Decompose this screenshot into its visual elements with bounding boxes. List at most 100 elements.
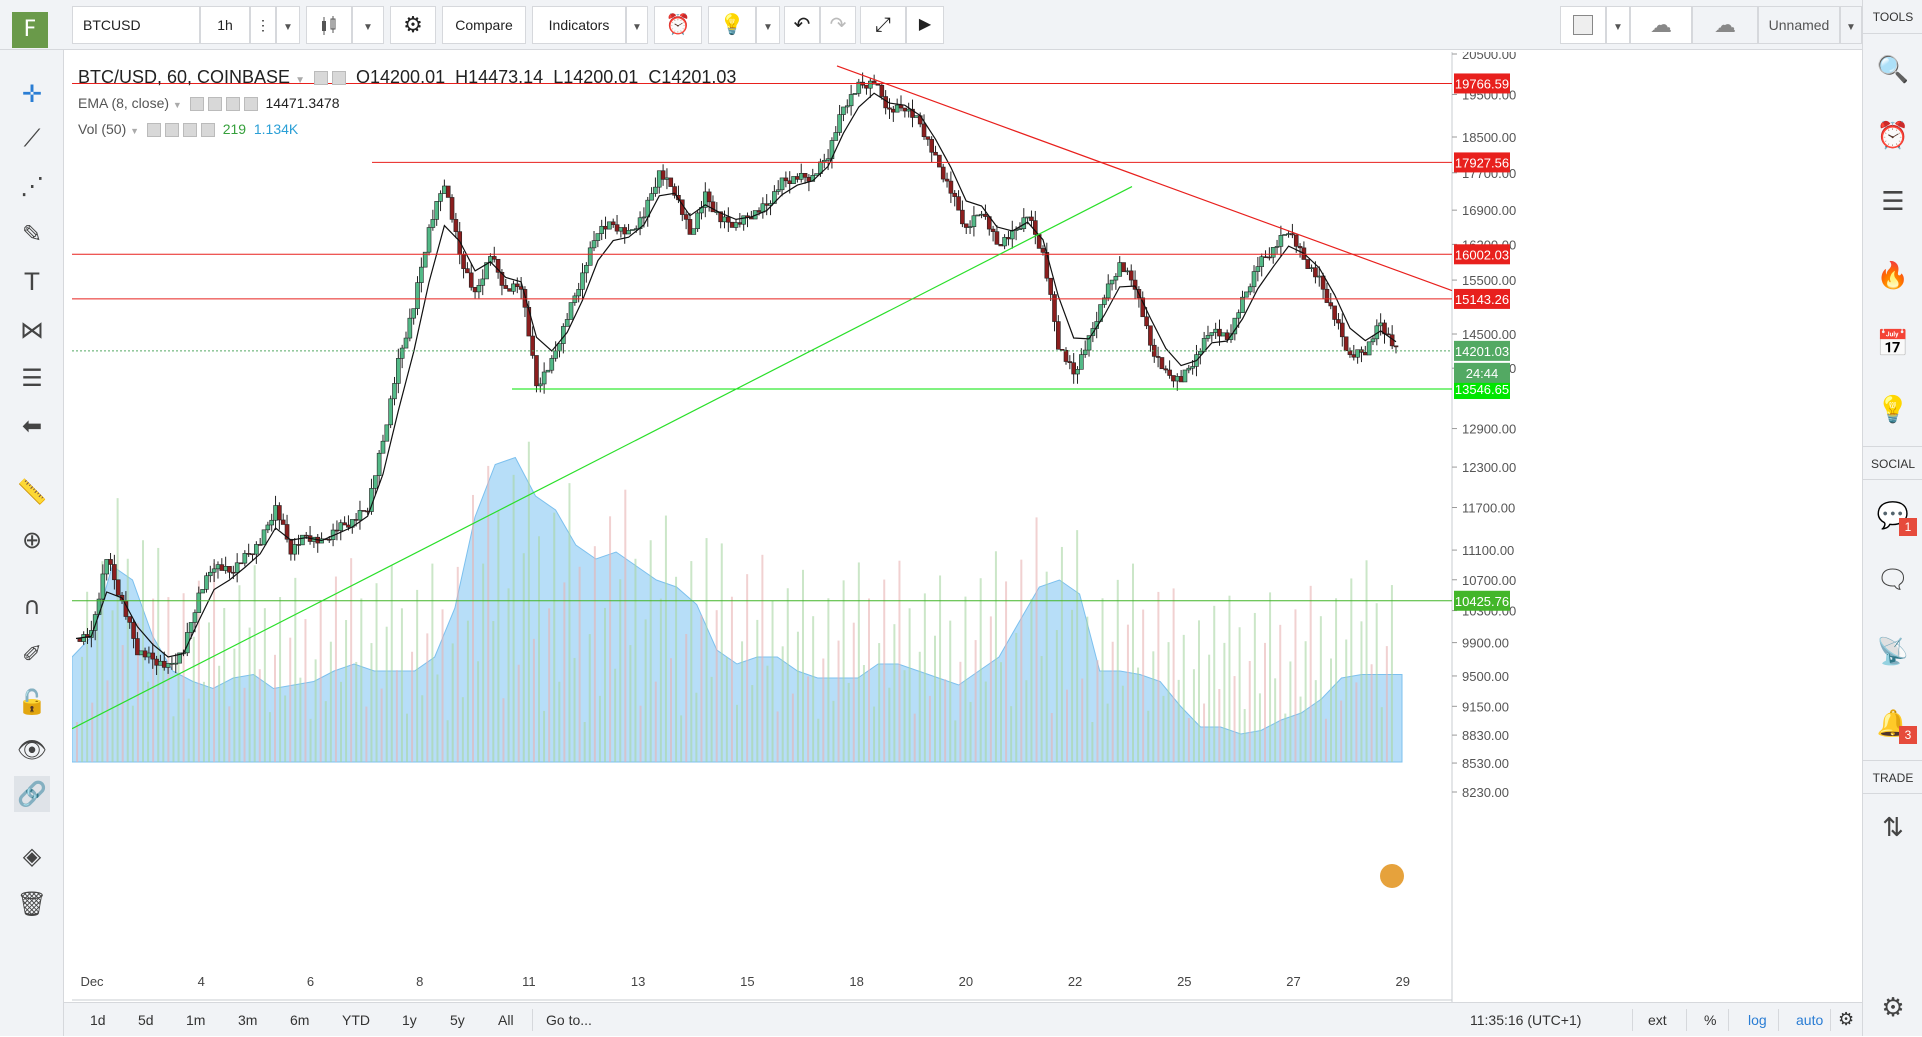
candle — [495, 258, 501, 273]
indicators-button[interactable]: Indicators — [532, 6, 626, 44]
alert-clock-icon[interactable]: ⏰ — [654, 6, 702, 44]
chart-style-dropdown-icon[interactable]: ▼ — [352, 6, 384, 44]
interval-button[interactable]: 1h — [200, 6, 250, 44]
auto-toggle[interactable]: auto — [1796, 1012, 1824, 1028]
replay-play-icon[interactable]: ▶ — [906, 6, 944, 44]
candle — [411, 308, 416, 319]
lock-icon[interactable]: 🔓 — [17, 688, 47, 716]
volume-bar — [761, 554, 764, 762]
layout-name[interactable]: Unnamed — [1758, 6, 1840, 44]
ideas-dropdown-icon[interactable]: ▼ — [756, 6, 780, 44]
ext-toggle[interactable]: ext — [1648, 1012, 1667, 1028]
undo-icon[interactable]: ↶ — [784, 6, 820, 44]
back-arrow-icon[interactable]: ⬅ — [21, 412, 43, 440]
percent-toggle[interactable]: % — [1704, 1012, 1717, 1028]
volume-bar — [710, 676, 713, 762]
volume-bar — [472, 494, 474, 762]
trash-icon[interactable]: 🗑 — [16, 890, 48, 918]
vol-visibility-icon[interactable] — [146, 123, 161, 138]
range-6m[interactable]: 6m — [290, 1012, 310, 1028]
range-all[interactable]: All — [498, 1012, 514, 1028]
range-1d[interactable]: 1d — [90, 1012, 106, 1028]
vol-remove-icon[interactable] — [200, 123, 215, 138]
range-3m[interactable]: 3m — [238, 1012, 258, 1028]
ema-add-icon[interactable] — [225, 97, 240, 112]
volume-bar — [208, 622, 210, 762]
ema-settings-icon[interactable] — [207, 97, 222, 112]
candle — [914, 115, 919, 118]
private-chat-icon[interactable]: 🗨 — [1876, 565, 1910, 595]
trading-panel-icon[interactable]: ⇅ — [1882, 813, 1904, 843]
more-intervals-icon[interactable]: ⋮ — [250, 6, 276, 44]
fib-tool-icon[interactable]: ☰ — [21, 364, 43, 392]
vol-label[interactable]: Vol (50) — [78, 121, 127, 137]
pitchfork-icon[interactable]: ⋰ — [20, 172, 44, 200]
candle — [990, 228, 996, 232]
uptrend-line — [72, 186, 1133, 730]
pattern-icon[interactable]: ⋈ — [20, 316, 44, 344]
alarm-clock-icon[interactable]: ⏰ — [1876, 121, 1910, 151]
volume-bar — [304, 619, 307, 762]
range-5y[interactable]: 5y — [450, 1012, 465, 1028]
interval-dropdown-icon[interactable]: ▼ — [276, 6, 300, 44]
stay-in-drawing-icon[interactable]: ✐ — [21, 640, 43, 668]
symbol-input[interactable]: BTCUSD — [72, 6, 200, 44]
ema-label[interactable]: EMA (8, close) — [78, 95, 170, 111]
volume-bar — [771, 600, 774, 762]
trend-line-icon[interactable]: ⟋ — [23, 124, 41, 152]
redo-icon[interactable]: ↷ — [820, 6, 856, 44]
calendar-icon[interactable]: 📅 — [1876, 329, 1910, 359]
legend-hide-icon[interactable] — [332, 71, 346, 86]
streams-icon[interactable]: 📡 — [1876, 637, 1910, 667]
range-1y[interactable]: 1y — [402, 1012, 417, 1028]
candle — [787, 180, 793, 184]
indicators-dropdown-icon[interactable]: ▼ — [626, 6, 648, 44]
light-bulb-icon[interactable]: 💡 — [708, 6, 756, 44]
candle — [445, 185, 451, 198]
brush-icon[interactable]: ✎ — [21, 220, 43, 248]
link-icon[interactable]: 🔗 — [14, 776, 50, 812]
volume-bar — [827, 598, 830, 762]
compare-button[interactable]: Compare — [442, 6, 526, 44]
watchlist-icon[interactable]: ☰ — [1881, 187, 1905, 217]
load-cloud-icon[interactable]: ☁ — [1630, 6, 1692, 44]
vol-add-icon[interactable] — [182, 123, 197, 138]
layers-icon[interactable]: ◈ — [22, 842, 42, 870]
log-toggle[interactable]: log — [1748, 1012, 1767, 1028]
search-icon[interactable]: 🔍 — [1876, 55, 1910, 85]
zoom-in-icon[interactable]: ⊕ — [21, 526, 43, 554]
eye-icon[interactable]: 👁 — [16, 736, 48, 764]
magnet-icon[interactable]: ∩ — [23, 592, 41, 620]
candle — [1213, 328, 1218, 333]
crosshair-icon[interactable]: ✛ — [21, 80, 43, 108]
ema-visibility-icon[interactable] — [189, 97, 204, 112]
chart-area[interactable]: 20500.00 19500.00 18500.00 17700.00 16900.00… — [72, 52, 1862, 1032]
price-chart[interactable]: 20500.0019500.0018500.0017700.0016900.00… — [72, 52, 1862, 1002]
volume-bar — [1330, 658, 1332, 762]
ideas-bulb-icon[interactable]: 💡 — [1876, 395, 1910, 425]
vol-settings-icon[interactable] — [164, 123, 179, 138]
save-cloud-icon[interactable]: ☁ — [1692, 6, 1758, 44]
volume-bar — [614, 668, 617, 762]
fullscreen-icon[interactable]: ⤢ — [860, 6, 906, 44]
background-dropdown-icon[interactable]: ▼ — [1606, 6, 1630, 44]
settings-gear-icon[interactable]: ⚙ — [390, 6, 436, 44]
ema-remove-icon[interactable] — [243, 97, 258, 112]
range-5d[interactable]: 5d — [138, 1012, 154, 1028]
chart-settings-gear-icon[interactable]: ⚙ — [1838, 1009, 1855, 1030]
hotlist-flame-icon[interactable]: 🔥 — [1876, 261, 1910, 291]
layout-dropdown-icon[interactable]: ▼ — [1840, 6, 1862, 44]
text-tool-icon[interactable]: T — [24, 268, 40, 296]
legend-settings-icon[interactable] — [314, 71, 328, 86]
volume-bar — [1365, 560, 1368, 762]
candle — [104, 559, 109, 575]
range-ytd[interactable]: YTD — [342, 1012, 370, 1028]
app-logo[interactable]: F — [12, 12, 48, 48]
settings-gear-icon[interactable]: ⚙ — [1881, 993, 1905, 1023]
range-1m[interactable]: 1m — [186, 1012, 206, 1028]
chart-style-icon[interactable] — [306, 6, 352, 44]
clock-time[interactable]: 11:35:16 (UTC+1) — [1470, 1012, 1582, 1028]
goto-button[interactable]: Go to... — [546, 1012, 592, 1028]
ruler-icon[interactable]: 📏 — [17, 478, 47, 506]
background-color-icon[interactable] — [1560, 6, 1606, 44]
